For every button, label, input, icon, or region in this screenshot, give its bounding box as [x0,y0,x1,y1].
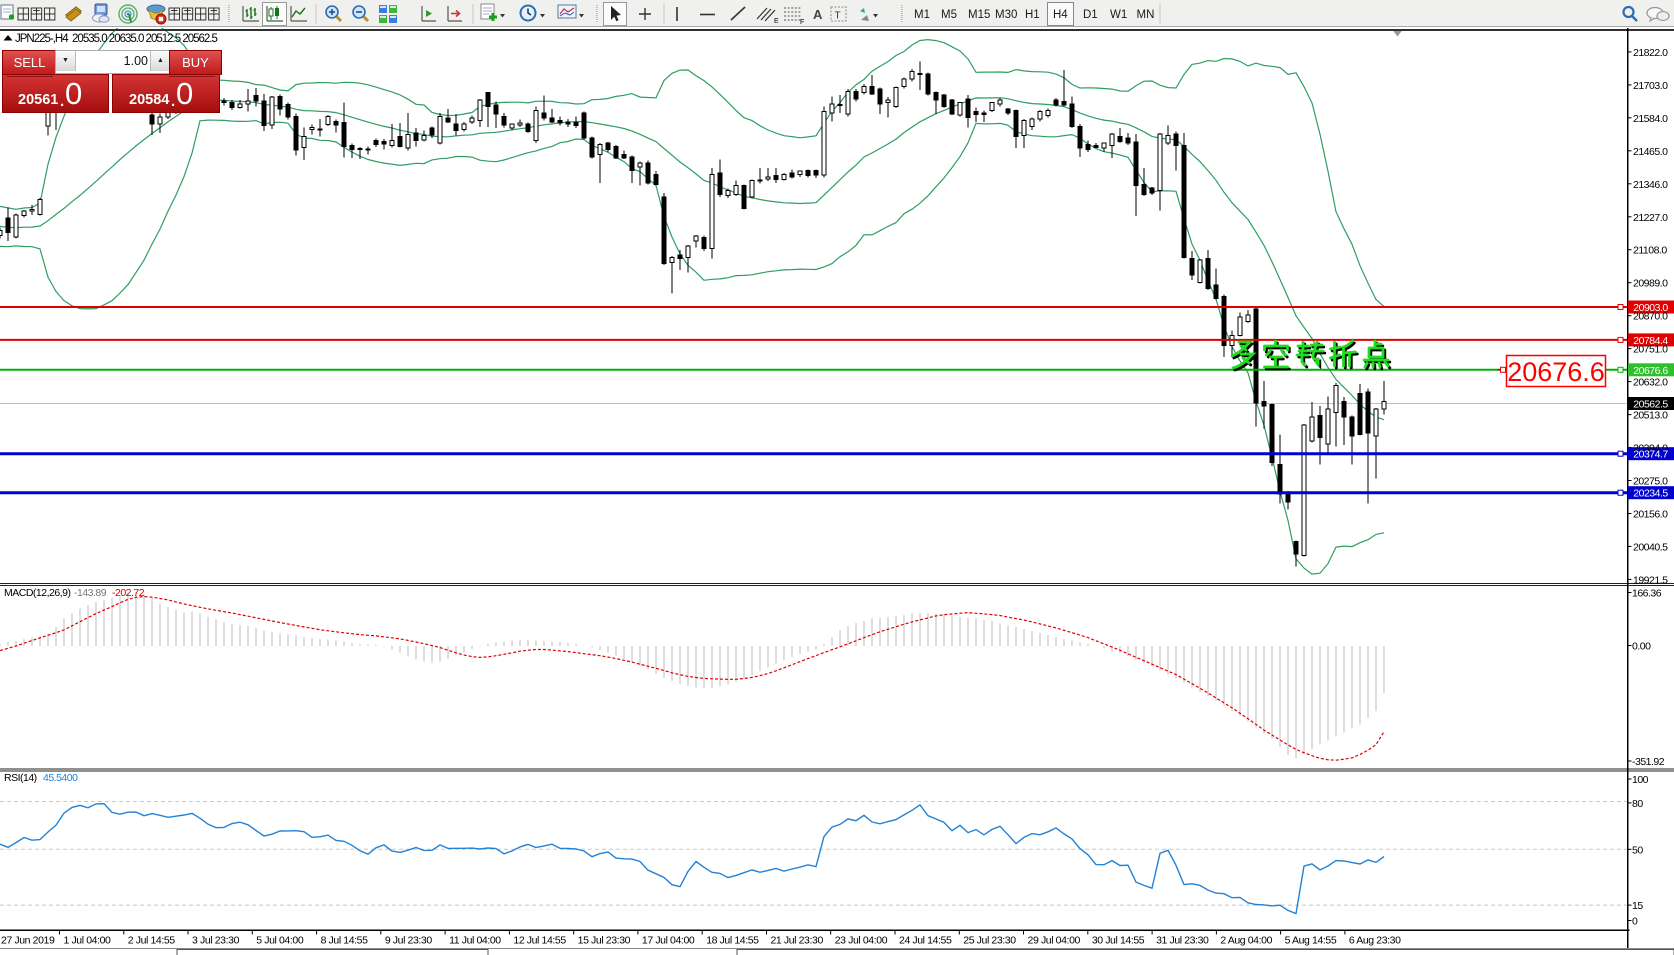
svg-text:166.36: 166.36 [1632,588,1662,600]
svg-text:20394.0: 20394.0 [1633,443,1668,455]
svg-text:17 Jul 04:00: 17 Jul 04:00 [642,935,695,947]
svg-text:6 Aug 23:30: 6 Aug 23:30 [1349,935,1401,947]
svg-text:21584.0: 21584.0 [1633,113,1668,125]
svg-text:20676.6: 20676.6 [1633,365,1668,377]
svg-text:20676.6: 20676.6 [1507,357,1605,387]
svg-text:27 Jun 2019: 27 Jun 2019 [1,935,55,947]
svg-text:D1: D1 [1083,9,1098,21]
svg-text:M1: M1 [914,9,930,21]
svg-text:H1: H1 [1025,9,1040,21]
svg-text:30 Jul 14:55: 30 Jul 14:55 [1092,935,1145,947]
svg-text:JPN225-,H4 20535.0 20635.0 20: JPN225-,H4 20535.0 20635.0 20512.5 20562… [15,33,217,45]
svg-text:21 Jul 23:30: 21 Jul 23:30 [770,935,823,947]
svg-text:15 Jul 23:30: 15 Jul 23:30 [578,935,631,947]
svg-text:M5: M5 [941,9,957,21]
svg-text:100: 100 [1632,774,1649,786]
svg-text:24 Jul 14:55: 24 Jul 14:55 [899,935,952,947]
svg-text:15: 15 [1632,900,1643,912]
svg-text:2 Aug 04:00: 2 Aug 04:00 [1220,935,1272,947]
svg-text:21227.0: 21227.0 [1633,212,1668,224]
svg-text:80: 80 [1632,798,1643,810]
svg-text:2 Jul 14:55: 2 Jul 14:55 [128,935,176,947]
svg-text:21703.0: 21703.0 [1633,80,1668,92]
svg-text:H4: H4 [1053,9,1068,21]
svg-text:F: F [800,19,804,26]
svg-text:20156.0: 20156.0 [1633,508,1668,520]
svg-text:31 Jul 23:30: 31 Jul 23:30 [1156,935,1209,947]
svg-text:21346.0: 21346.0 [1633,179,1668,191]
svg-text:3 Jul 23:30: 3 Jul 23:30 [192,935,240,947]
svg-text:M15: M15 [968,9,990,21]
svg-text:20870.0: 20870.0 [1633,311,1668,323]
svg-text:-351.92: -351.92 [1632,756,1665,768]
svg-text:W1: W1 [1110,9,1127,21]
svg-text:MACD(12,26,9): MACD(12,26,9) [4,587,70,599]
svg-text:19921.5: 19921.5 [1633,574,1668,586]
svg-text:21822.0: 21822.0 [1633,47,1668,59]
svg-text:20784.4: 20784.4 [1633,335,1668,347]
svg-text:20989.0: 20989.0 [1633,278,1668,290]
svg-text:0.00: 0.00 [1632,641,1651,653]
svg-text:9 Jul 23:30: 9 Jul 23:30 [385,935,433,947]
svg-text:5 Jul 04:00: 5 Jul 04:00 [256,935,304,947]
svg-text:12 Jul 14:55: 12 Jul 14:55 [513,935,566,947]
svg-text:8 Jul 14:55: 8 Jul 14:55 [321,935,369,947]
svg-text:A: A [813,7,823,22]
svg-text:RSI(14): RSI(14) [4,772,37,784]
svg-text:5 Aug 14:55: 5 Aug 14:55 [1285,935,1337,947]
svg-text:M30: M30 [995,9,1017,21]
svg-text:1 Jul 04:00: 1 Jul 04:00 [64,935,112,947]
svg-text:20513.0: 20513.0 [1633,410,1668,422]
svg-text:20234.5: 20234.5 [1633,488,1668,500]
svg-text:-202.72: -202.72 [112,587,145,599]
svg-text:-143.89: -143.89 [74,587,107,599]
svg-text:29 Jul 04:00: 29 Jul 04:00 [1028,935,1081,947]
svg-text:25 Jul 23:30: 25 Jul 23:30 [963,935,1016,947]
svg-text:20040.5: 20040.5 [1633,541,1668,553]
svg-text:20374.7: 20374.7 [1633,449,1668,461]
svg-text:20751.0: 20751.0 [1633,344,1668,356]
svg-text:50: 50 [1632,844,1643,856]
svg-text:21108.0: 21108.0 [1633,245,1667,257]
svg-text:18 Jul 14:55: 18 Jul 14:55 [706,935,759,947]
svg-text:0: 0 [1632,916,1638,928]
svg-text:45.5400: 45.5400 [43,772,78,784]
svg-text:E: E [774,18,779,25]
svg-text:20562.5: 20562.5 [1633,399,1668,411]
svg-text:T: T [835,11,841,22]
svg-text:21465.0: 21465.0 [1633,146,1668,158]
svg-text:23 Jul 04:00: 23 Jul 04:00 [835,935,888,947]
svg-text:11 Jul 04:00: 11 Jul 04:00 [449,935,501,947]
svg-text:20275.0: 20275.0 [1633,476,1668,488]
svg-text:20903.0: 20903.0 [1633,302,1668,314]
svg-text:MN: MN [1137,9,1155,21]
svg-text:20632.0: 20632.0 [1633,377,1668,389]
